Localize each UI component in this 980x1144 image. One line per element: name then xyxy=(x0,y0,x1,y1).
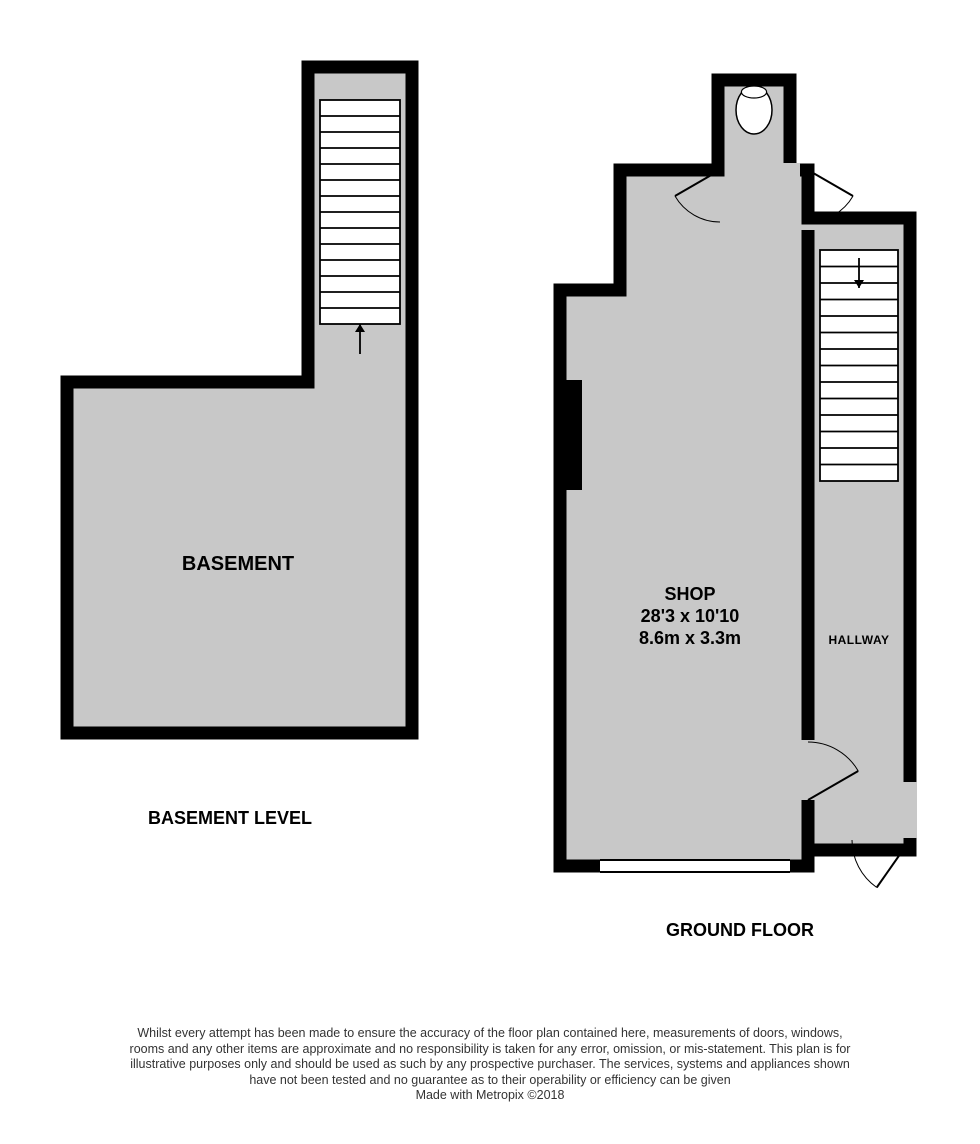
disclaimer-credit: Made with Metropix ©2018 xyxy=(416,1088,565,1102)
svg-text:GROUND FLOOR: GROUND FLOOR xyxy=(666,920,814,940)
svg-text:BASEMENT: BASEMENT xyxy=(182,553,294,575)
floorplan-page: BASEMENTBASEMENT LEVELSHOP28'3 x 10'108.… xyxy=(0,0,980,1144)
disclaimer-text: Whilst every attempt has been made to en… xyxy=(130,1026,851,1087)
svg-text:BASEMENT LEVEL: BASEMENT LEVEL xyxy=(148,808,312,828)
disclaimer: Whilst every attempt has been made to en… xyxy=(120,1026,860,1104)
floorplan-svg: BASEMENTBASEMENT LEVELSHOP28'3 x 10'108.… xyxy=(0,0,980,1144)
svg-text:HALLWAY: HALLWAY xyxy=(828,633,889,647)
